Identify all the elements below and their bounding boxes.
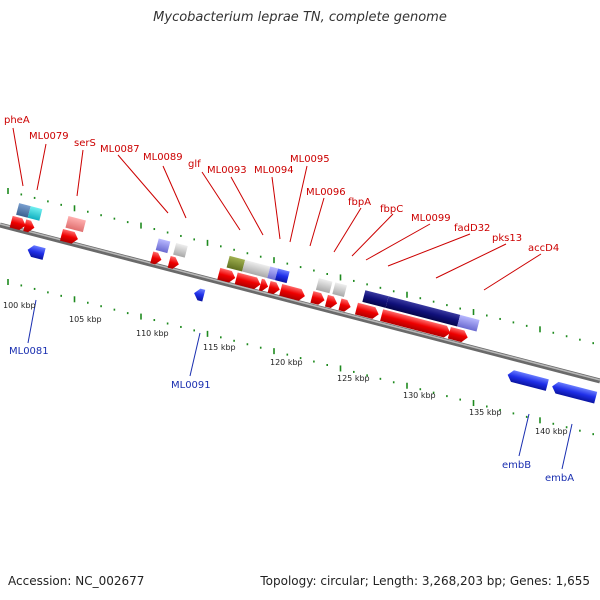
feature-block [457,314,480,332]
scale-label: 100 kbp [3,301,36,310]
scale-tick-track [7,279,595,436]
gene-label: embB [502,460,531,471]
forward-gene-arrow [150,251,162,265]
scale-label: 135 kbp [469,408,502,417]
gene-label: ML0089 [143,152,183,163]
forward-gene-arrow [279,284,305,301]
feature-block [267,266,279,281]
gene-label: ML0079 [29,131,69,142]
feature-block [16,203,31,218]
map-title: Mycobacterium leprae TN, complete genome [153,10,447,25]
forward-gene-arrow [447,326,468,343]
forward-gene-arrow [258,278,269,292]
scale-label: 115 kbp [203,343,236,352]
scale-label: 130 kbp [403,391,436,400]
forward-gene-arrow [9,215,26,231]
gene-label: ML0081 [9,346,49,357]
scale-label: 110 kbp [136,329,169,338]
genome-backbone [0,222,600,384]
feature-block [173,242,188,258]
feature-block [27,206,43,221]
scale-label: 140 kbp [535,427,568,436]
forward-gene-arrow [167,256,179,269]
scale-label: 105 kbp [69,315,102,324]
feature-block [242,259,271,279]
forward-leader-lines [12,127,542,291]
feature-block [385,296,461,327]
reverse-gene-arrow [194,288,206,302]
forward-gene-arrow [310,291,325,305]
feature-block [65,215,86,233]
topology-text: Topology: circular; Length: 3,268,203 bp… [260,574,590,588]
reverse-gene-arrow [552,381,598,404]
gene-label: glf [188,159,201,170]
gene-label: ML0096 [306,187,346,198]
forward-gene-arrow [267,281,280,295]
gene-label: pheA [4,115,30,126]
feature-block [226,255,246,272]
gene-label: ML0099 [411,213,451,224]
gene-label: fadD32 [454,223,490,234]
forward-gene-arrow [59,229,78,244]
feature-block [332,282,347,298]
forward-gene-arrow [380,309,451,338]
gene-label: fbpA [348,197,371,208]
gene-label: serS [74,138,96,149]
forward-gene-labels: pheA ML0079 serS ML0087 ML0089 glf ML009… [4,115,559,254]
feature-track [16,203,480,332]
scale-label: 125 kbp [337,374,370,383]
gene-label: ML0093 [207,165,247,176]
reverse-gene-labels: ML0081 ML0091 embB embA [9,346,574,484]
gene-label: ML0094 [254,165,294,176]
forward-tick-track [7,188,595,345]
reverse-leader-lines [27,299,573,470]
reverse-gene-arrow [507,370,549,391]
feature-block [362,290,389,308]
forward-gene-arrow [234,272,261,290]
gene-label: ML0087 [100,144,140,155]
scale-label: 120 kbp [270,358,303,367]
gene-label: ML0091 [171,380,211,391]
reverse-genes [27,245,598,404]
gene-label: embA [545,473,574,484]
forward-gene-arrow [338,298,351,312]
gene-label: fbpC [380,204,403,215]
gene-label: pks13 [492,233,522,244]
feature-block [155,238,171,254]
gene-label: ML0095 [290,154,330,165]
forward-gene-arrow [217,267,236,283]
forward-gene-arrow [23,219,35,233]
reverse-gene-arrow [27,245,46,260]
forward-gene-arrow [324,294,338,309]
feature-block [274,268,290,284]
accession-text: Accession: NC_002677 [8,574,145,588]
feature-block [315,278,333,294]
scale-labels: 100 kbp 105 kbp 110 kbp 115 kbp 120 kbp … [3,301,568,436]
forward-genes [9,215,468,343]
forward-gene-arrow [354,302,379,319]
gene-label: accD4 [528,243,559,254]
